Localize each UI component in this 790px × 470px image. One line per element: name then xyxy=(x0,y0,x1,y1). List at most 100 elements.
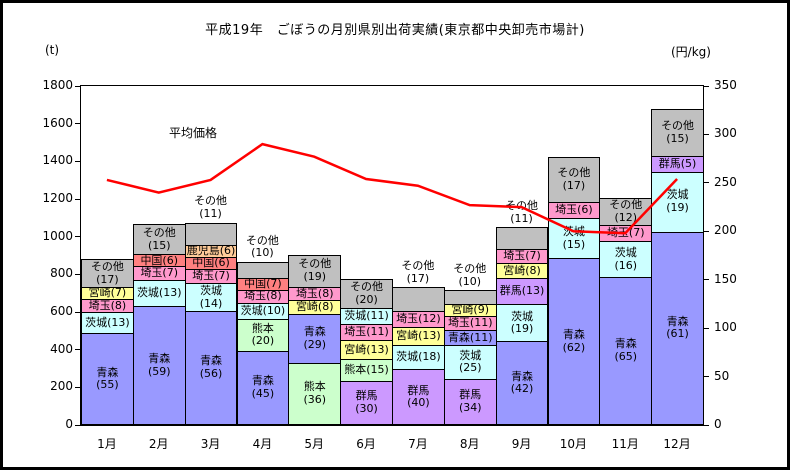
right-axis-tick xyxy=(703,279,709,281)
bar-segment-その他: その他 (20) xyxy=(340,279,393,309)
left-axis-tick xyxy=(75,160,81,162)
bar-segment-宮崎: 宮崎(8) xyxy=(288,300,342,315)
right-axis-tick xyxy=(703,182,709,184)
left-axis-tick xyxy=(75,85,81,87)
bar-segment-青森: 青森 (55) xyxy=(81,333,134,425)
bar-segment-埼玉: 埼玉(11) xyxy=(340,323,393,341)
left-axis-tick xyxy=(75,349,81,351)
bar-segment-群馬: 群馬(13) xyxy=(495,278,549,305)
bar-segment-その他 xyxy=(236,262,290,280)
bar-segment-label-above: その他 (10) xyxy=(453,262,487,288)
right-axis-tick xyxy=(703,133,709,135)
bar-segment-埼玉: 埼玉(7) xyxy=(184,268,238,284)
right-axis-tick-label: 300 xyxy=(714,126,737,141)
bar-segment-青森: 青森 (62) xyxy=(547,258,601,425)
bar-segment-茨城: 茨城 (25) xyxy=(443,345,497,380)
bar-segment-埼玉: 埼玉(7) xyxy=(495,248,549,264)
left-axis-tick xyxy=(75,386,81,388)
chart-title: 平成19年 ごぼうの月別県別出荷実績(東京都中央卸売市場計) xyxy=(205,23,585,38)
left-axis-tick-label: 1200 xyxy=(42,191,73,205)
bar-segment-茨城: 茨城(10) xyxy=(236,302,290,320)
left-axis-tick-label: 1600 xyxy=(42,115,73,130)
left-axis-tick-label: 600 xyxy=(50,304,73,318)
right-axis-tick-label: 350 xyxy=(714,78,737,92)
bar-segment-埼玉: 埼玉(12) xyxy=(392,310,445,329)
left-axis-tick-label: 200 xyxy=(50,379,73,394)
month-label-5月: 5月 xyxy=(304,437,325,451)
month-label-8月: 8月 xyxy=(459,437,480,451)
month-label-10月: 10月 xyxy=(559,437,588,451)
right-axis-tick-label: 50 xyxy=(714,368,730,383)
month-label-4月: 4月 xyxy=(252,437,273,451)
right-axis-unit-label: (円/kg) xyxy=(671,45,711,59)
bar-segment-その他: その他 (15) xyxy=(132,224,186,256)
plot-area: 青森 (55) 茨城(13) 埼玉(8) 宮崎(7) その他 (17) 青森 (59) 茨城… xyxy=(42,78,736,451)
right-axis-tick xyxy=(703,85,709,87)
bar-segment-群馬: 群馬 (40) xyxy=(392,369,445,425)
bar-segment-青森: 青森 (42) xyxy=(495,341,549,425)
right-axis-tick xyxy=(703,327,709,329)
left-axis-unit-label: (t) xyxy=(45,43,60,57)
right-axis-tick xyxy=(703,230,709,232)
bar-segment-青森: 青森 (59) xyxy=(132,306,186,425)
bar-segment-茨城: 茨城 (16) xyxy=(599,240,653,279)
bar-segment-茨城: 茨城 (14) xyxy=(184,282,238,313)
bar-segment-宮崎: 宮崎(13) xyxy=(392,327,445,346)
left-axis-tick xyxy=(75,236,81,238)
month-label-12月: 12月 xyxy=(663,437,691,451)
bar-segment-埼玉: 埼玉(11) xyxy=(443,315,497,332)
bar-segment-熊本: 熊本 (36) xyxy=(288,362,342,425)
right-axis-tick-label: 100 xyxy=(714,320,737,335)
bar-segment-中国: 中国(7) xyxy=(236,277,290,291)
bar-segment-label-above: その他 (11) xyxy=(194,194,228,220)
bar-segment-熊本: 熊本(15) xyxy=(340,358,393,382)
bar-segment-茨城: 茨城(11) xyxy=(340,308,393,325)
bar-segment-label-above: その他 (17) xyxy=(401,259,435,285)
left-axis-tick-label: 1400 xyxy=(42,153,73,168)
bar-segment-埼玉: 埼玉(6) xyxy=(547,202,601,220)
left-axis-tick xyxy=(75,273,81,275)
bar-segment-宮崎: 宮崎(13) xyxy=(340,339,393,360)
left-axis-tick xyxy=(75,198,81,200)
bar-segment-宮崎: 宮崎(9) xyxy=(443,303,497,317)
bar-segment-埼玉: 埼玉(8) xyxy=(288,286,342,302)
right-axis-tick-label: 150 xyxy=(714,271,737,286)
month-label-6月: 6月 xyxy=(356,437,376,451)
bar-segment-その他: その他 (17) xyxy=(547,156,601,204)
bar-segment-青森: 青森 (56) xyxy=(184,311,238,425)
bar-segment-中国: 中国(6) xyxy=(132,254,186,268)
month-label-3月: 3月 xyxy=(200,437,221,451)
bar-segment-その他: その他 (12) xyxy=(599,198,653,227)
bar-segment-茨城: 茨城 (15) xyxy=(547,218,601,260)
bar-segment-茨城: 茨城(13) xyxy=(81,311,134,335)
bar-segment-青森: 青森 (61) xyxy=(651,231,704,425)
average-price-series-label: 平均価格 xyxy=(169,126,218,140)
bar-segment-茨城: 茨城 (19) xyxy=(495,303,549,343)
right-axis-tick-label: 0 xyxy=(714,417,722,431)
month-label-7月: 7月 xyxy=(408,437,428,451)
month-label-11月: 11月 xyxy=(611,437,639,451)
right-axis-tick-label: 250 xyxy=(714,174,737,189)
right-axis-tick xyxy=(703,424,709,426)
bar-segment-宮崎: 宮崎(8) xyxy=(495,262,549,280)
left-axis-tick-label: 400 xyxy=(50,341,73,356)
bar-segment-埼玉: 埼玉(8) xyxy=(81,299,134,313)
bar-segment-茨城: 茨城(13) xyxy=(132,280,186,308)
bar-segment-宮崎: 宮崎(7) xyxy=(81,287,134,300)
bar-segment-その他: その他 (15) xyxy=(651,108,704,157)
bar-segment-青森: 青森 (65) xyxy=(599,277,653,425)
left-axis-tick-label: 800 xyxy=(50,266,73,281)
bar-segment-茨城: 茨城(18) xyxy=(392,344,445,371)
bar-segment-青森: 青森 (29) xyxy=(288,313,342,364)
bar-segment-熊本: 熊本 (20) xyxy=(236,318,290,353)
bar-segment-群馬: 群馬 (30) xyxy=(340,380,393,425)
bar-segment-その他: その他 (19) xyxy=(288,254,342,288)
left-axis-tick xyxy=(75,311,81,313)
bar-segment-群馬: 群馬 (34) xyxy=(443,378,497,425)
bar-segment-埼玉: 埼玉(7) xyxy=(599,225,653,242)
bar-segment-label-above: その他 (10) xyxy=(245,233,279,260)
bar-segment-label-above: その他 (11) xyxy=(505,198,539,225)
right-axis-tick-label: 200 xyxy=(714,223,737,238)
left-axis-tick xyxy=(75,424,81,426)
